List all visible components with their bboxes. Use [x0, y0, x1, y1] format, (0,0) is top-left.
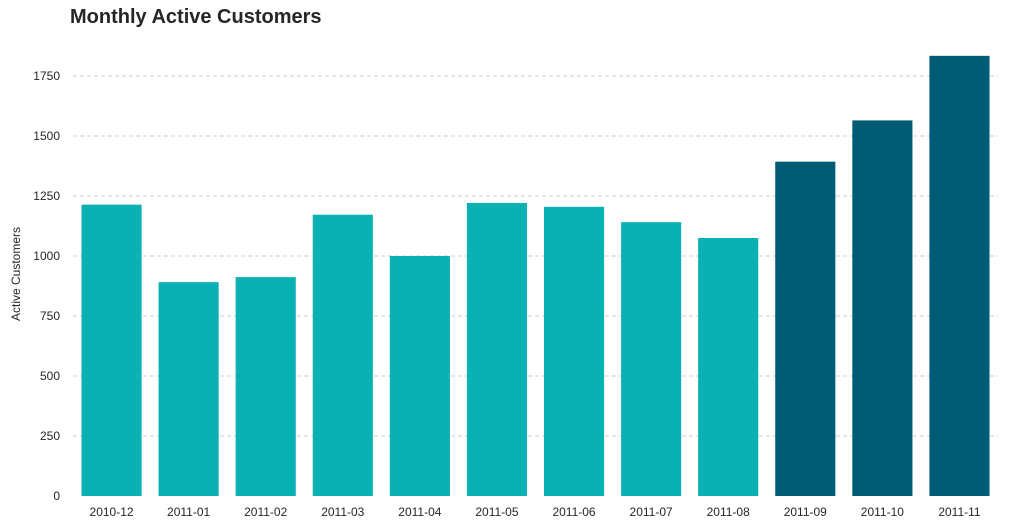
- y-tick-label: 750: [40, 309, 60, 323]
- y-tick-label: 500: [40, 369, 60, 383]
- x-tick-label: 2011-06: [552, 505, 595, 519]
- bar-2011-03: [312, 214, 373, 496]
- x-tick-label: 2011-08: [707, 505, 750, 519]
- x-tick-label: 2011-11: [938, 505, 981, 519]
- x-axis: 2010-12 2011-01 2011-02 2011-03 2011-04 2011-…: [90, 505, 981, 519]
- y-tick-label: 0: [53, 489, 60, 503]
- x-tick-label: 2011-02: [244, 505, 287, 519]
- x-tick-label: 2010-12: [90, 505, 134, 519]
- bar-2011-09: [775, 161, 836, 496]
- bar-2011-06: [543, 206, 605, 497]
- y-axis: 0 250 500 750 1000 1250 1500 1750: [33, 69, 60, 503]
- bar-2011-02: [235, 277, 296, 496]
- y-tick-label: 1750: [33, 69, 60, 83]
- y-tick-label: 1000: [33, 249, 60, 263]
- y-tick-label: 1500: [33, 129, 60, 143]
- gridlines: [73, 75, 998, 437]
- y-tick-label: 1250: [33, 189, 60, 203]
- bar-2010-12: [81, 204, 142, 496]
- bar-2011-04: [389, 256, 450, 496]
- bar-2011-08: [698, 238, 759, 496]
- x-tick-label: 2011-03: [321, 505, 364, 519]
- x-tick-label: 2011-05: [475, 505, 518, 519]
- x-tick-label: 2011-01: [167, 505, 210, 519]
- x-tick-label: 2011-04: [398, 505, 441, 519]
- chart-title: Monthly Active Customers: [70, 6, 322, 28]
- bar-2011-07: [621, 222, 682, 496]
- bar-2011-10: [852, 120, 913, 497]
- x-tick-label: 2011-09: [784, 505, 827, 519]
- bar-2011-11: [929, 55, 990, 497]
- bar-2011-01: [158, 282, 219, 496]
- bars: [81, 55, 990, 497]
- y-tick-label: 250: [40, 429, 60, 443]
- x-tick-label: 2011-10: [861, 505, 904, 519]
- y-axis-label: Active Customers: [9, 227, 23, 321]
- bar-2011-05: [466, 202, 528, 496]
- x-tick-label: 2011-07: [630, 505, 673, 519]
